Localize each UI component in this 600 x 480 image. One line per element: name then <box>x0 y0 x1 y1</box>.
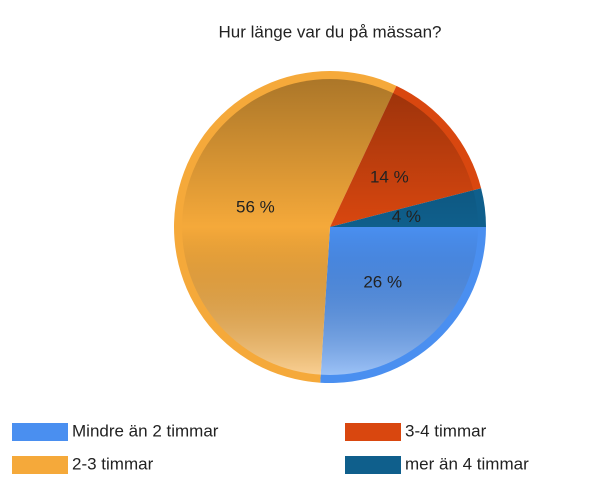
legend: Mindre än 2 timmar 2-3 timmar 3-4 timmar me… <box>12 421 529 474</box>
slice-label: 26 % <box>363 273 402 292</box>
slice-label: 56 % <box>236 197 275 216</box>
pie <box>174 70 486 383</box>
slice-label: 4 % <box>392 207 421 226</box>
pie-slice <box>320 227 486 383</box>
legend-swatch <box>345 423 401 441</box>
chart-title: Hur länge var du på mässan? <box>218 22 441 41</box>
legend-swatch <box>12 423 68 441</box>
slice-labels: 26 % 56 % 14 % 4 % <box>236 167 421 291</box>
slice-label: 14 % <box>370 167 409 186</box>
legend-swatch <box>12 456 68 474</box>
legend-swatch <box>345 456 401 474</box>
legend-label: 2-3 timmar <box>72 454 154 473</box>
legend-label: Mindre än 2 timmar <box>72 421 219 440</box>
legend-label: 3-4 timmar <box>405 421 487 440</box>
legend-label: mer än 4 timmar <box>405 454 529 473</box>
